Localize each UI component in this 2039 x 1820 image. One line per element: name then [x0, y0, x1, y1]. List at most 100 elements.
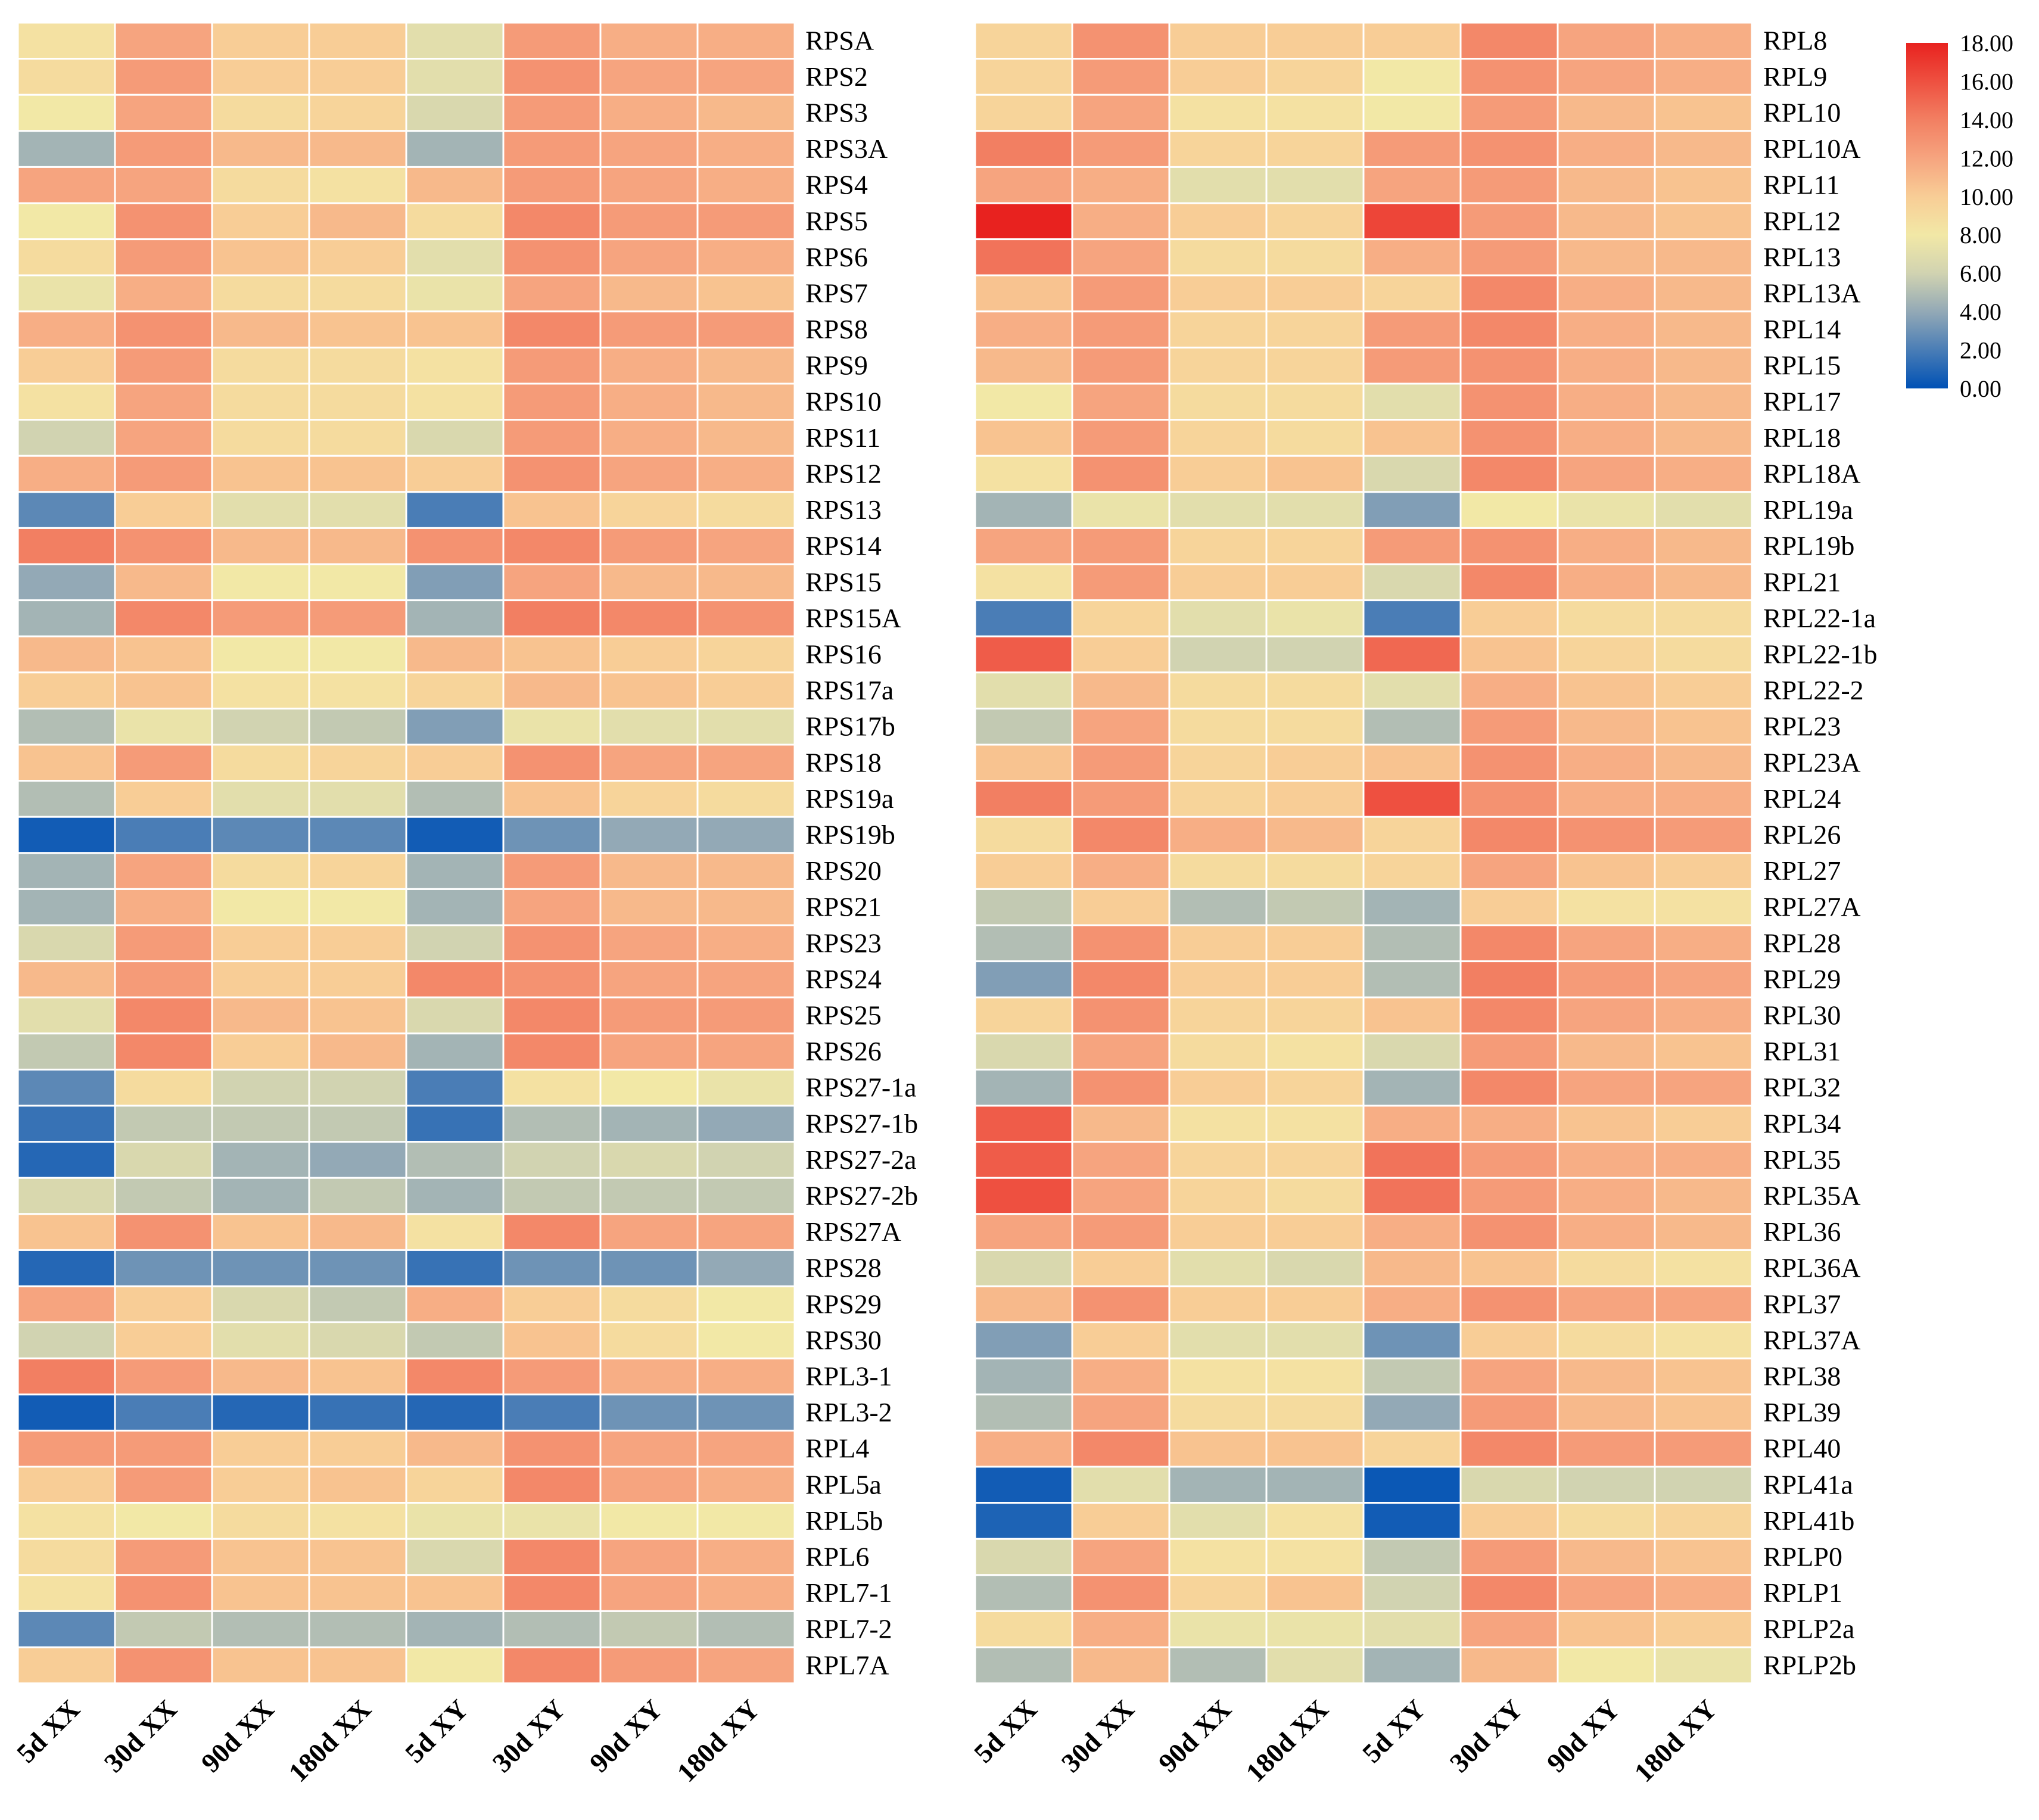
heatmap-cell-RPS18-90d-XX: [211, 743, 310, 782]
heatmap-cell-RPS24-30d-XY: [502, 960, 602, 998]
heatmap-cell-RPS29-5d-XY: [405, 1285, 505, 1324]
heatmap-cell-RPL18-90d-XX: [1168, 419, 1268, 457]
heatmap-cell-RPL39-30d-XX: [1071, 1393, 1171, 1432]
heatmap-cell-RPL36A-180d-XX: [1265, 1249, 1365, 1287]
heatmap-cell-RPL30-90d-XY: [1557, 996, 1656, 1035]
heatmap-cell-RPS18-30d-XY: [502, 743, 602, 782]
heatmap-cell-RPL37-30d-XY: [1459, 1285, 1559, 1324]
heatmap-cell-RPL22-1a-180d-XY: [1654, 599, 1753, 637]
heatmap-cell-RPS15-90d-XY: [599, 563, 699, 602]
heatmap-cell-RPS23-30d-XX: [114, 924, 213, 963]
heatmap-cell-RPL34-90d-XY: [1557, 1105, 1656, 1143]
heatmap-cell-RPL10A-180d-XY: [1654, 130, 1753, 168]
heatmap-cell-RPL15-5d-XY: [1362, 346, 1462, 385]
heatmap-cell-RPL27A-90d-XX: [1168, 888, 1268, 926]
heatmap-cell-RPL41a-90d-XY: [1557, 1466, 1656, 1504]
heatmap-cell-RPS19a-90d-XY: [599, 780, 699, 818]
heatmap-cell-RPL32-90d-XY: [1557, 1068, 1656, 1107]
heatmap-cell-RPS2-90d-XX: [211, 58, 310, 96]
heatmap-cell-RPS3A-180d-XY: [696, 130, 796, 168]
row-label-RPS13: RPS13: [805, 494, 882, 525]
heatmap-cell-RPL29-30d-XX: [1071, 960, 1171, 998]
heatmap-cell-RPS19b-30d-XY: [502, 816, 602, 854]
heatmap-cell-RPS28-30d-XX: [114, 1249, 213, 1287]
heatmap-cell-RPS14-90d-XX: [211, 527, 310, 565]
heatmap-cell-RPL17-30d-XX: [1071, 382, 1171, 421]
heatmap-cell-RPSA-30d-XY: [502, 21, 602, 60]
heatmap-cell-RPS29-90d-XX: [211, 1285, 310, 1324]
heatmap-cell-RPS9-30d-XX: [114, 346, 213, 385]
heatmap-cell-RPL34-180d-XY: [1654, 1105, 1753, 1143]
heatmap-cell-RPL29-180d-XY: [1654, 960, 1753, 998]
heatmap-cell-RPS19a-5d-XX: [17, 780, 116, 818]
heatmap-cell-RPL13-30d-XX: [1071, 238, 1171, 276]
heatmap-cell-RPL5a-180d-XX: [308, 1466, 407, 1504]
heatmap-cell-RPL37-180d-XY: [1654, 1285, 1753, 1324]
heatmap-cell-RPS27-2a-30d-XX: [114, 1141, 213, 1179]
heatmap-cell-RPS26-30d-XX: [114, 1032, 213, 1071]
heatmap-cell-RPL23-90d-XY: [1557, 707, 1656, 746]
row-label-RPL22-1a: RPL22-1a: [1763, 603, 1876, 633]
heatmap-cell-RPS4-180d-XX: [308, 166, 407, 204]
heatmap-cell-RPS7-180d-XX: [308, 274, 407, 313]
heatmap-cell-RPS13-90d-XY: [599, 491, 699, 529]
heatmap-cell-RPS12-30d-XY: [502, 455, 602, 493]
heatmap-cell-RPL8-5d-XY: [1362, 21, 1462, 60]
heatmap-cell-RPS21-180d-XY: [696, 888, 796, 926]
heatmap-cell-RPLP2a-180d-XX: [1265, 1610, 1365, 1648]
heatmap-cell-RPS21-90d-XX: [211, 888, 310, 926]
heatmap-cell-RPSA-90d-XY: [599, 21, 699, 60]
heatmap-cell-RPS12-90d-XX: [211, 455, 310, 493]
heatmap-cell-RPS3A-90d-XX: [211, 130, 310, 168]
heatmap-cell-RPL6-30d-XY: [502, 1538, 602, 1576]
heatmap-cell-RPL35-5d-XY: [1362, 1141, 1462, 1179]
heatmap-cell-RPS7-5d-XY: [405, 274, 505, 313]
heatmap-cell-RPL23A-180d-XX: [1265, 743, 1365, 782]
heatmap-cell-RPS16-30d-XX: [114, 635, 213, 674]
heatmap-cell-RPL10-5d-XY: [1362, 94, 1462, 132]
heatmap-cell-RPL29-180d-XX: [1265, 960, 1365, 998]
heatmap-cell-RPL28-30d-XX: [1071, 924, 1171, 963]
heatmap-cell-RPL27-90d-XX: [1168, 852, 1268, 890]
row-label-RPL13A: RPL13A: [1763, 278, 1861, 309]
heatmap-cell-RPL18-30d-XX: [1071, 419, 1171, 457]
heatmap-cell-RPS11-90d-XX: [211, 419, 310, 457]
heatmap-cell-RPS17b-30d-XY: [502, 707, 602, 746]
heatmap-cell-RPS30-30d-XY: [502, 1321, 602, 1359]
heatmap-cell-RPLP1-90d-XX: [1168, 1574, 1268, 1612]
heatmap-cell-RPS19a-180d-XY: [696, 780, 796, 818]
heatmap-cell-RPS8-180d-XY: [696, 310, 796, 349]
colorbar-tick-label: 4.00: [1960, 298, 2001, 325]
heatmap-cell-RPL37-180d-XX: [1265, 1285, 1365, 1324]
heatmap-cell-RPS21-5d-XY: [405, 888, 505, 926]
heatmap-cell-RPL12-90d-XX: [1168, 202, 1268, 241]
heatmap-cell-RPS19b-5d-XX: [17, 816, 116, 854]
heatmap-cell-RPS16-90d-XX: [211, 635, 310, 674]
row-label-RPL34: RPL34: [1763, 1108, 1841, 1138]
heatmap-cell-RPS17b-180d-XX: [308, 707, 407, 746]
heatmap-cell-RPL9-180d-XX: [1265, 58, 1365, 96]
heatmap-cell-RPS17a-180d-XX: [308, 671, 407, 710]
heatmap-cell-RPL5b-30d-XX: [114, 1502, 213, 1540]
heatmap-cell-RPL37A-90d-XY: [1557, 1321, 1656, 1359]
heatmap-cell-RPL10-30d-XX: [1071, 94, 1171, 132]
heatmap-cell-RPS25-30d-XX: [114, 996, 213, 1035]
row-label-RPL4: RPL4: [805, 1433, 869, 1464]
heatmap-cell-RPL4-5d-XX: [17, 1429, 116, 1468]
heatmap-cell-RPL12-5d-XY: [1362, 202, 1462, 241]
heatmap-cell-RPL7-2-90d-XX: [211, 1610, 310, 1648]
heatmap-cell-RPS19a-180d-XX: [308, 780, 407, 818]
heatmap-cell-RPL41a-90d-XX: [1168, 1466, 1268, 1504]
heatmap-cell-RPL22-2-5d-XX: [974, 671, 1073, 710]
heatmap-cell-RPS24-30d-XX: [114, 960, 213, 998]
heatmap-cell-RPL37A-180d-XX: [1265, 1321, 1365, 1359]
heatmap-cell-RPS2-180d-XY: [696, 58, 796, 96]
heatmap-cell-RPL15-180d-XX: [1265, 346, 1365, 385]
heatmap-cell-RPL13-90d-XX: [1168, 238, 1268, 276]
heatmap-cell-RPS8-5d-XX: [17, 310, 116, 349]
heatmap-cell-RPL10A-5d-XX: [974, 130, 1073, 168]
heatmap-cell-RPL7-1-30d-XX: [114, 1574, 213, 1612]
heatmap-cell-RPS7-90d-XY: [599, 274, 699, 313]
heatmap-cell-RPS15A-30d-XX: [114, 599, 213, 637]
heatmap-cell-RPL7A-180d-XX: [308, 1646, 407, 1685]
